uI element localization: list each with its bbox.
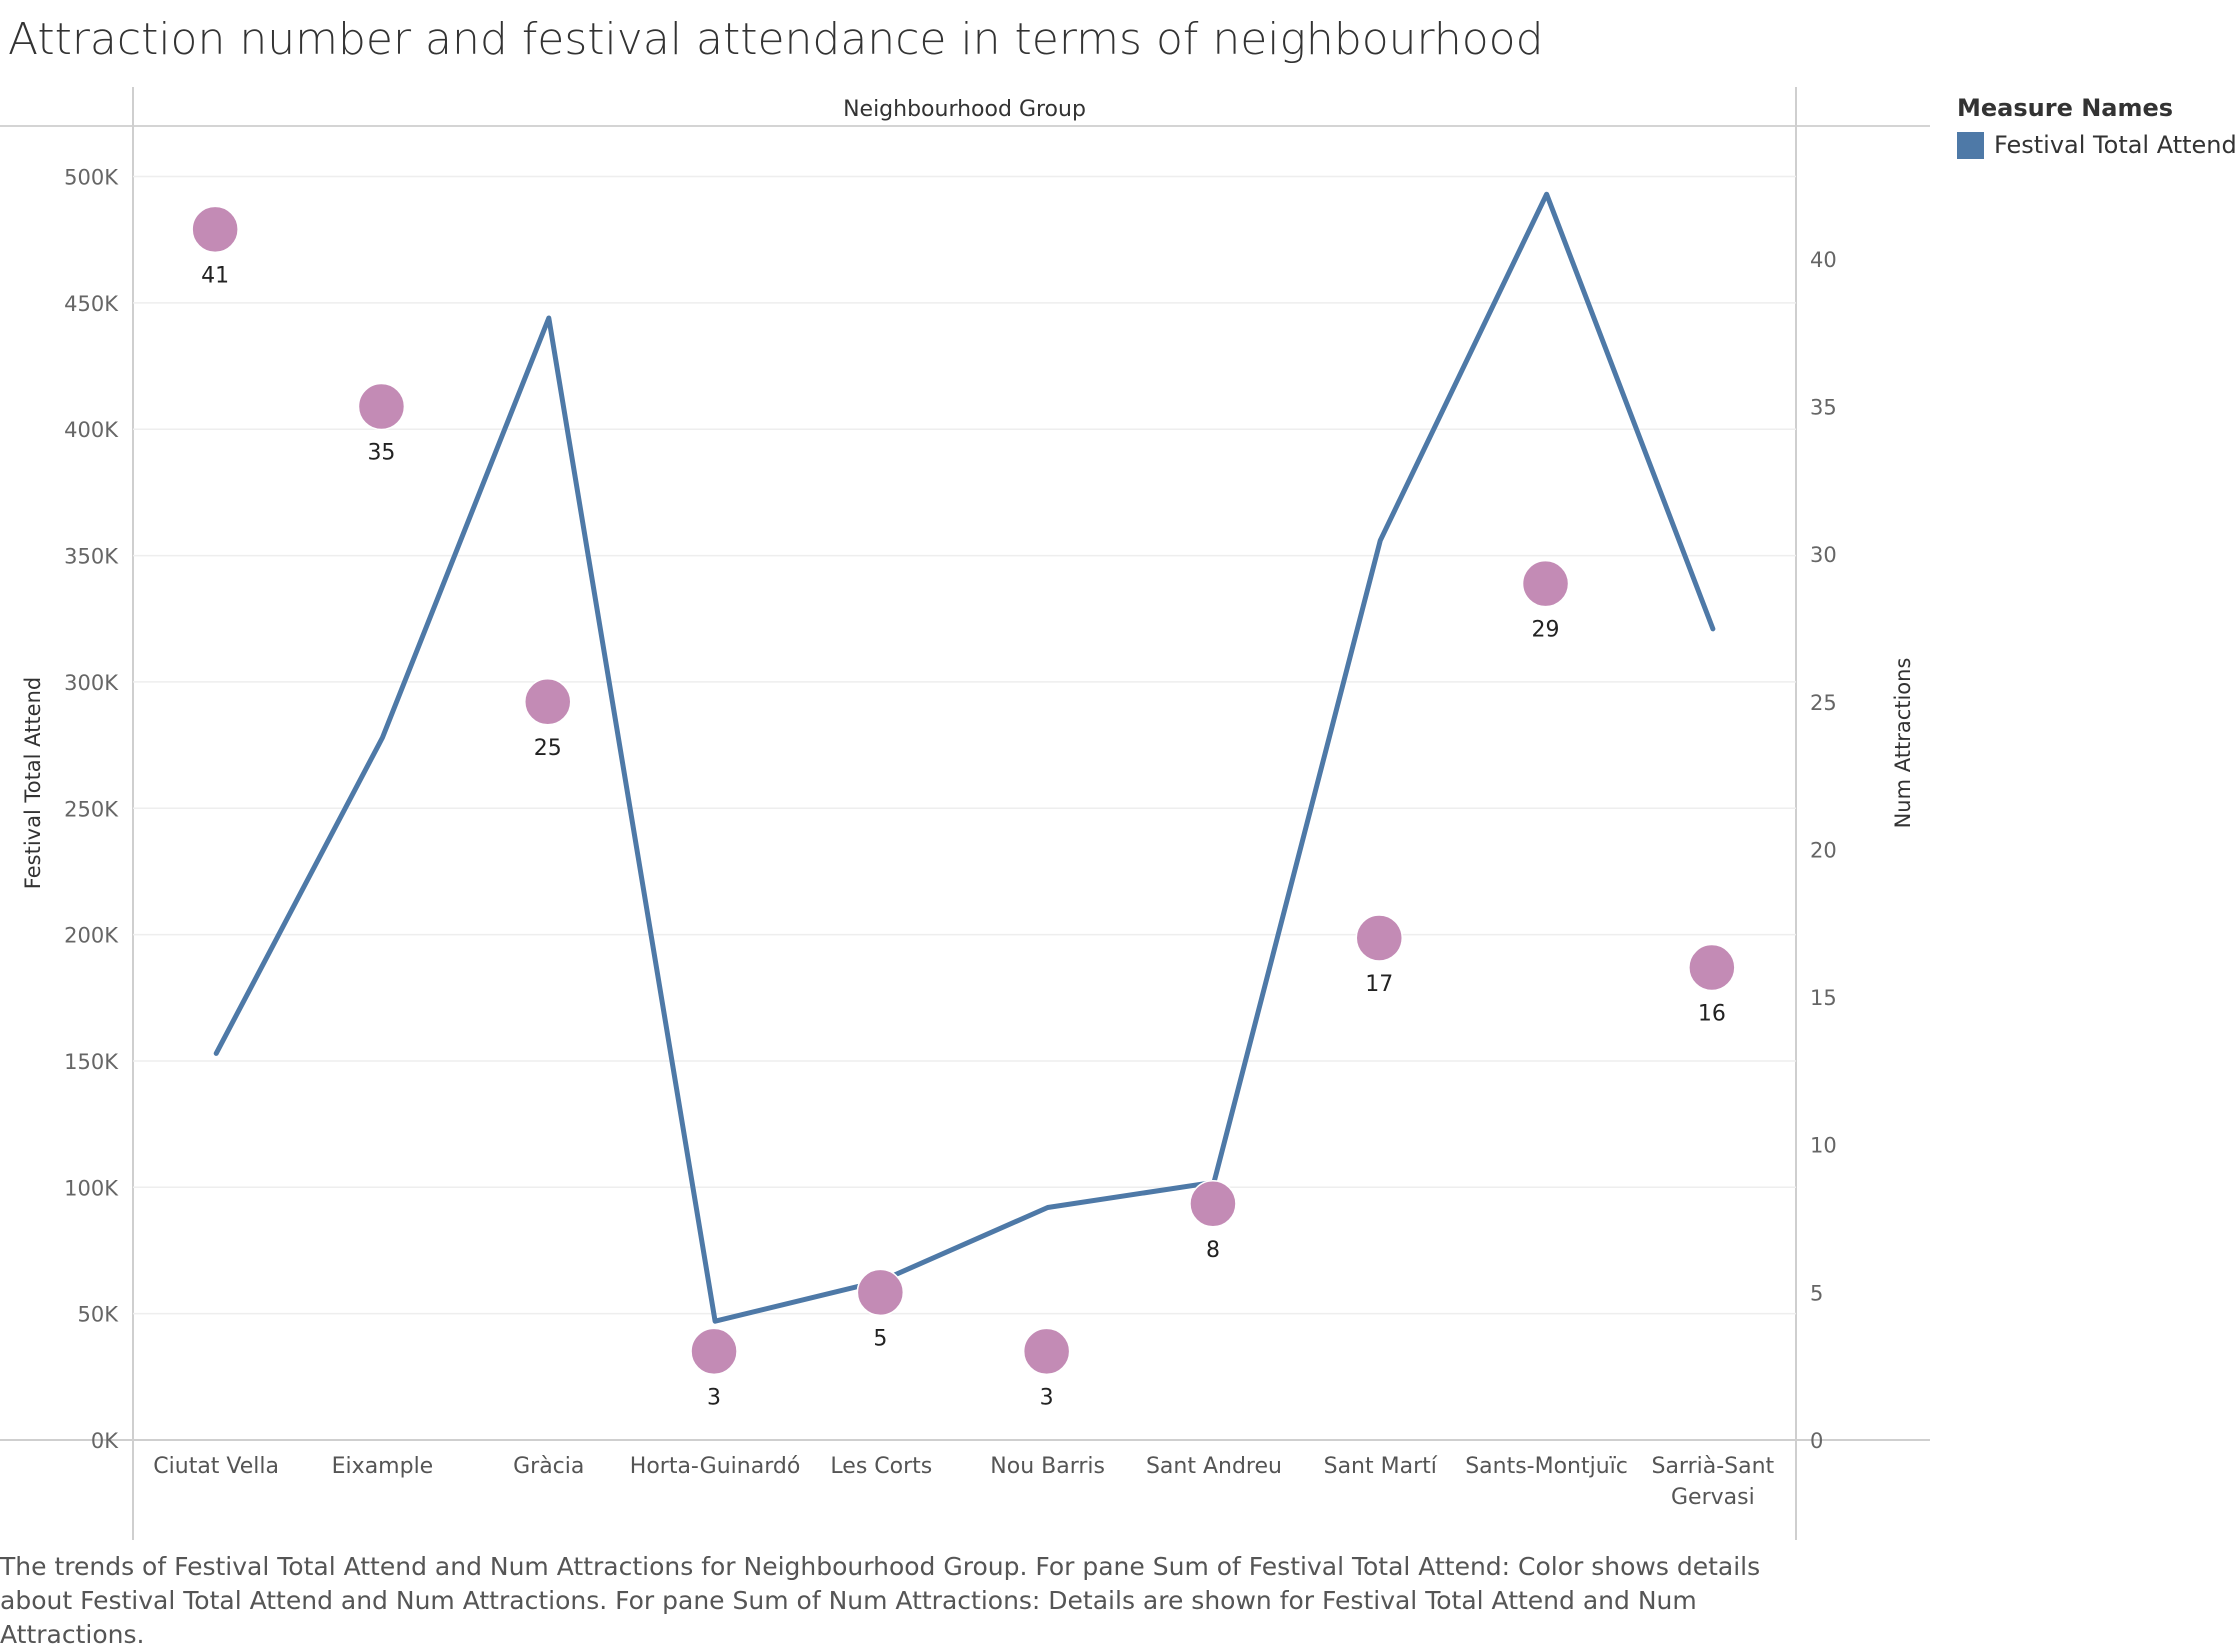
- x-tick-label: Les Corts: [830, 1454, 932, 1479]
- num-attractions-point: [1189, 1180, 1237, 1228]
- right-tick-label: 10: [1810, 1134, 1837, 1158]
- left-axis: 0K 50K 100K 150K 200K 250K 300K 350K 400K 450K 500…: [21, 166, 119, 1453]
- left-tick-label: 300K: [64, 671, 119, 695]
- x-axis: Ciutat Vella Eixample Gràcia Horta-Guinardó…: [153, 1454, 1774, 1510]
- num-attractions-label: 16: [1698, 1002, 1726, 1027]
- left-tick-label: 400K: [64, 418, 119, 442]
- legend-swatch: [1957, 131, 1984, 159]
- header-label: Neighbourhood Group: [843, 97, 1086, 122]
- num-attractions-label: 35: [367, 441, 395, 466]
- num-attractions-point: [524, 678, 572, 726]
- left-tick-label: 50K: [78, 1303, 120, 1327]
- left-tick-label: 350K: [64, 545, 119, 569]
- legend-item-label: Festival Total Attend: [1994, 131, 2237, 159]
- num-attractions-point: [1022, 1327, 1071, 1376]
- right-axis: 0 5 10 15 20 25 30 35 40 Num Attractions: [1810, 248, 1915, 1453]
- num-attractions-point: [1355, 914, 1403, 962]
- x-tick-label: Sant Martí: [1324, 1454, 1438, 1479]
- right-tick-label: 15: [1810, 986, 1837, 1010]
- num-attractions-label: 3: [1040, 1385, 1054, 1410]
- right-tick-label: 35: [1810, 396, 1837, 420]
- x-tick-label: Gervasi: [1671, 1485, 1755, 1510]
- left-tick-label: 200K: [64, 924, 119, 948]
- right-axis-title: Num Attractions: [1891, 658, 1915, 829]
- num-attractions-label: 17: [1365, 972, 1393, 997]
- x-tick-label: Horta-Guinardó: [630, 1454, 801, 1479]
- right-tick-label: 30: [1810, 543, 1837, 567]
- left-axis-title: Festival Total Attend: [21, 677, 45, 889]
- num-attractions-label: 5: [873, 1326, 887, 1351]
- num-attractions-label: 25: [534, 736, 562, 761]
- num-attractions-label: 41: [201, 263, 229, 288]
- x-tick-label: Eixample: [332, 1454, 434, 1479]
- x-tick-label: Nou Barris: [990, 1454, 1105, 1479]
- num-attractions-label: 3: [707, 1385, 721, 1410]
- left-tick-label: 0K: [91, 1429, 119, 1453]
- num-attractions-point: [357, 382, 406, 431]
- right-tick-label: 20: [1810, 838, 1837, 862]
- right-tick-label: 40: [1810, 248, 1837, 272]
- right-tick-label: 25: [1810, 691, 1837, 715]
- legend-item-festival-total-attend[interactable]: Festival Total Attend: [1957, 130, 2237, 159]
- left-tick-label: 500K: [64, 166, 119, 190]
- x-tick-label: Ciutat Vella: [153, 1454, 279, 1479]
- x-tick-label: Sarrià-Sant: [1651, 1454, 1774, 1479]
- num-attractions-point: [191, 205, 239, 254]
- num-attractions-point: [690, 1327, 738, 1376]
- num-attractions-point: [856, 1268, 905, 1317]
- left-tick-label: 100K: [64, 1176, 119, 1200]
- left-tick-label: 450K: [64, 292, 119, 316]
- left-tick-label: 150K: [64, 1050, 119, 1074]
- legend-title: Measure Names: [1957, 94, 2174, 122]
- right-tick-label: 5: [1810, 1281, 1823, 1305]
- right-tick-label: 0: [1810, 1429, 1823, 1453]
- x-tick-label: Gràcia: [513, 1454, 584, 1479]
- gridlines: [133, 175, 1796, 1315]
- x-tick-label: Sants-Montjuïc: [1465, 1454, 1628, 1479]
- chart-caption: The trends of Festival Total Attend and …: [0, 1552, 1761, 1649]
- chart: Neighbourhood Group 0K50K100K150K200K250…: [0, 87, 1930, 1540]
- chart-frame: Neighbourhood Group: [0, 87, 1930, 1540]
- chart-title: Attraction number and festival attendanc…: [8, 14, 1544, 65]
- num-attractions-label: 29: [1532, 618, 1560, 643]
- festival-attend-series: [213, 191, 1716, 1324]
- num-attractions-label: 8: [1206, 1238, 1220, 1263]
- num-attractions-point: [1688, 943, 1736, 992]
- festival-attend-line: [213, 191, 1716, 1324]
- x-tick-label: Sant Andreu: [1146, 1454, 1282, 1479]
- left-tick-label: 250K: [64, 797, 119, 821]
- num-attractions-point: [1521, 559, 1570, 608]
